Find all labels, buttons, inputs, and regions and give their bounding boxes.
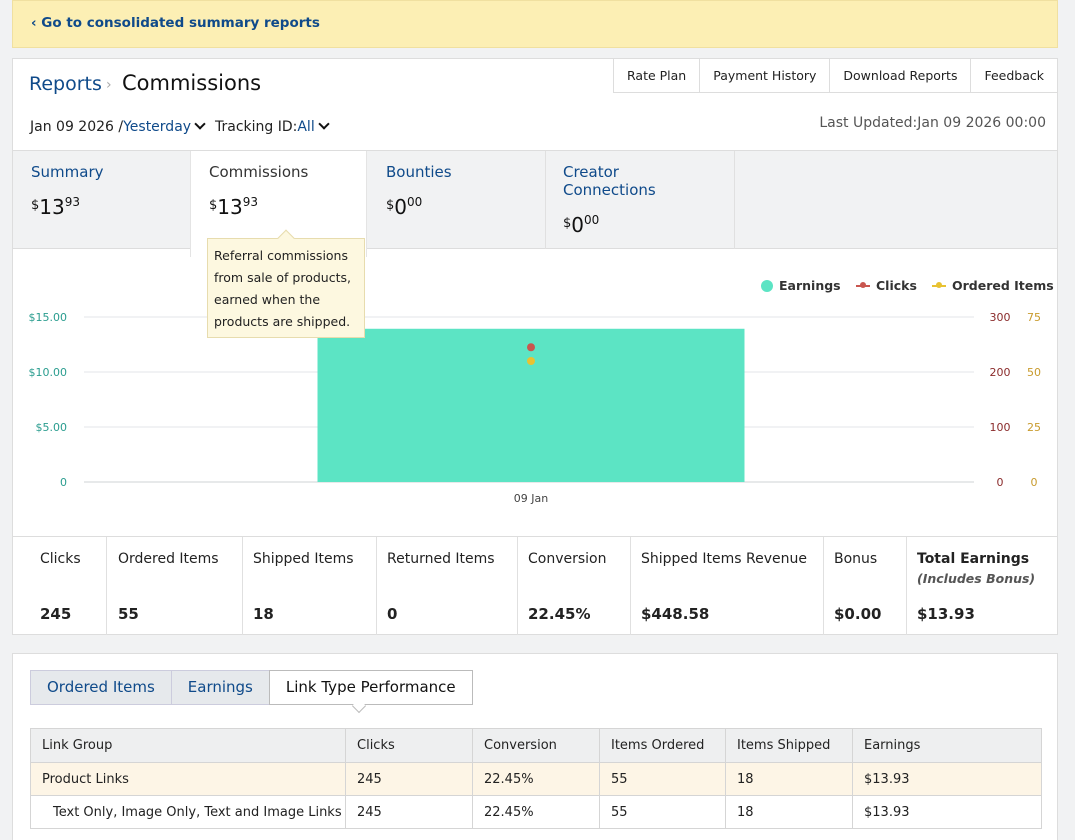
table-header-row: Link Group Clicks Conversion Items Order… bbox=[30, 728, 1042, 763]
commissions-tooltip: Referral commissions from sale of produc… bbox=[207, 229, 365, 338]
tab-bounties[interactable]: Bounties $000 bbox=[368, 151, 546, 249]
cell: 18 bbox=[725, 795, 853, 829]
ordered-items-point bbox=[527, 357, 535, 365]
stat-clicks: Clicks 245 bbox=[30, 537, 107, 635]
consolidated-reports-link[interactable]: ‹ Go to consolidated summary reports bbox=[31, 15, 320, 31]
tab-amount: $000 bbox=[563, 213, 600, 237]
date-label: Jan 09 2026 / bbox=[30, 119, 124, 135]
report-tabs: Ordered Items Earnings Link Type Perform… bbox=[30, 670, 473, 705]
y-tick-label-left: $10.00 bbox=[29, 366, 68, 379]
tab-summary[interactable]: Summary $1393 bbox=[13, 151, 191, 249]
stat-conversion: Conversion 22.45% bbox=[518, 537, 631, 635]
breadcrumb-separator: › bbox=[106, 77, 112, 93]
commissions-card: Reports › Commissions Rate Plan Payment … bbox=[12, 58, 1058, 635]
tab-label: Creator Connections bbox=[563, 163, 656, 199]
cell: 22.45% bbox=[472, 795, 600, 829]
col-link-group[interactable]: Link Group bbox=[30, 728, 346, 763]
link-type-table: Link Group Clicks Conversion Items Order… bbox=[30, 728, 1042, 829]
y-tick-label-ordered: 25 bbox=[1027, 421, 1041, 434]
breadcrumb-reports[interactable]: Reports bbox=[29, 73, 102, 95]
tracking-label: Tracking ID: bbox=[215, 119, 298, 135]
table-row: Product Links 245 22.45% 55 18 $13.93 bbox=[30, 762, 1042, 796]
col-earnings[interactable]: Earnings bbox=[852, 728, 1042, 763]
y-tick-label-left: $5.00 bbox=[36, 421, 68, 434]
y-tick-label-clicks: 200 bbox=[990, 366, 1011, 379]
performance-card: Ordered Items Earnings Link Type Perform… bbox=[12, 653, 1058, 840]
feedback-link[interactable]: Feedback bbox=[984, 68, 1044, 83]
y-tick-label-clicks: 300 bbox=[990, 311, 1011, 324]
cell: 22.45% bbox=[472, 762, 600, 796]
stat-returned-items: Returned Items 0 bbox=[377, 537, 518, 635]
legend-dot-icon bbox=[761, 279, 773, 292]
y-tick-label-ordered: 50 bbox=[1027, 366, 1041, 379]
cell: 18 bbox=[725, 762, 853, 796]
tab-link-type-performance[interactable]: Link Type Performance bbox=[268, 670, 473, 705]
tab-ordered-items[interactable]: Ordered Items bbox=[30, 670, 171, 705]
y-tick-label-clicks: 100 bbox=[990, 421, 1011, 434]
tab-amount: $1393 bbox=[209, 195, 259, 219]
summary-tabs: Summary $1393 Commissions $1393 Bounties… bbox=[13, 150, 1057, 257]
legend-clicks[interactable]: Clicks bbox=[856, 278, 917, 293]
download-reports-link[interactable]: Download Reports bbox=[830, 59, 972, 92]
rate-plan-link[interactable]: Rate Plan bbox=[614, 59, 701, 92]
stat-shipped-revenue: Shipped Items Revenue $448.58 bbox=[631, 537, 824, 635]
cell: 55 bbox=[599, 762, 726, 796]
chevron-down-icon[interactable] bbox=[318, 118, 330, 130]
y-tick-label-left: 0 bbox=[60, 476, 67, 489]
tracking-id-selector[interactable]: Tracking ID:All bbox=[215, 118, 330, 135]
earnings-chart: $15.00 300 75 $10.00 200 50 $5.00 100 25 0 0 0 09 Ja… bbox=[29, 311, 1042, 505]
stats-row: Clicks 245 Ordered Items 55 Shipped Item… bbox=[13, 536, 1057, 635]
cell: 55 bbox=[599, 795, 726, 829]
y-tick-label-clicks: 0 bbox=[997, 476, 1004, 489]
legend-ordered-items[interactable]: Ordered Items bbox=[932, 278, 1054, 293]
cell: $13.93 bbox=[852, 795, 1042, 829]
y-tick-label-ordered: 0 bbox=[1031, 476, 1038, 489]
col-clicks[interactable]: Clicks bbox=[345, 728, 473, 763]
page-title: Commissions bbox=[122, 71, 262, 95]
stat-total-earnings: Total Earnings (Includes Bonus) $13.93 bbox=[917, 551, 1036, 623]
chevron-down-icon[interactable] bbox=[194, 118, 206, 130]
date-selector[interactable]: Jan 09 2026 /Yesterday bbox=[30, 118, 206, 135]
cell: 245 bbox=[345, 762, 473, 796]
payment-history-link[interactable]: Payment History bbox=[700, 59, 831, 92]
tab-amount: $1393 bbox=[31, 195, 81, 219]
y-tick-label-ordered: 75 bbox=[1027, 311, 1041, 324]
cell: Product Links bbox=[30, 762, 346, 796]
tab-label: Summary bbox=[31, 163, 104, 181]
tab-creator-connections[interactable]: Creator Connections $000 bbox=[545, 151, 735, 249]
table-row: Text Only, Image Only, Text and Image Li… bbox=[30, 795, 1042, 829]
legend-line-icon bbox=[856, 281, 870, 288]
header-links: Rate Plan Payment History Download Repor… bbox=[613, 59, 1057, 93]
summary-banner: ‹ Go to consolidated summary reports bbox=[12, 0, 1058, 48]
tab-label: Commissions bbox=[209, 163, 309, 181]
date-range-value[interactable]: Yesterday bbox=[123, 119, 192, 135]
col-conversion[interactable]: Conversion bbox=[472, 728, 600, 763]
stat-shipped-items: Shipped Items 18 bbox=[243, 537, 377, 635]
x-tick-label: 09 Jan bbox=[514, 492, 548, 505]
y-tick-label-left: $15.00 bbox=[29, 311, 68, 324]
last-updated: Last Updated:Jan 09 2026 00:00 bbox=[819, 115, 1046, 131]
col-items-ordered[interactable]: Items Ordered bbox=[599, 728, 726, 763]
cell: $13.93 bbox=[852, 762, 1042, 796]
legend-earnings[interactable]: Earnings bbox=[761, 278, 841, 293]
stat-ordered-items: Ordered Items 55 bbox=[108, 537, 243, 635]
stat-bonus: Bonus $0.00 bbox=[824, 537, 907, 635]
earnings-bar bbox=[317, 328, 745, 482]
cell: Text Only, Image Only, Text and Image Li… bbox=[30, 795, 346, 829]
col-items-shipped[interactable]: Items Shipped bbox=[725, 728, 853, 763]
tab-amount: $000 bbox=[386, 195, 423, 219]
legend-line-icon bbox=[932, 281, 946, 288]
tracking-value[interactable]: All bbox=[297, 119, 315, 135]
cell: 245 bbox=[345, 795, 473, 829]
tab-label: Bounties bbox=[386, 163, 452, 181]
clicks-point bbox=[527, 343, 535, 352]
tab-earnings[interactable]: Earnings bbox=[170, 670, 269, 705]
